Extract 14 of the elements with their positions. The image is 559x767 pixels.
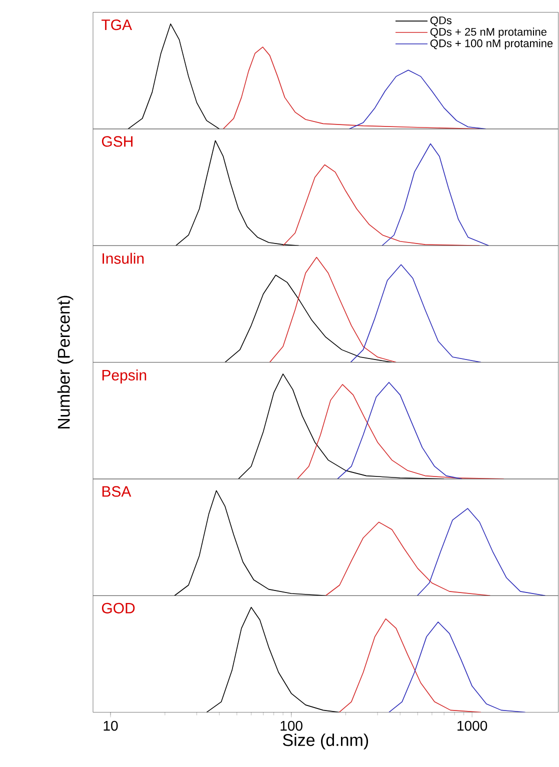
chart-title: GSH [102, 136, 132, 147]
chart-title: Pepsin [102, 369, 146, 384]
x-tick-label: 1000 [458, 720, 488, 731]
legend-label: QDs + 25 nM protamine [430, 28, 546, 38]
x-tick-label: 100 [280, 720, 302, 731]
chart-title: GOD [102, 602, 135, 614]
legend-label: QDs + 100 nM protamine [430, 39, 553, 50]
x-tick-label: 10 [104, 720, 118, 731]
x-axis-title: Size (d.nm) [282, 734, 368, 750]
y-axis-title: Number (Percent) [57, 296, 74, 428]
chart-title: TGA [102, 19, 132, 30]
legend-label: QDs [430, 16, 452, 26]
chart-title: BSA [102, 486, 132, 497]
chart-title: Insulin [102, 252, 144, 264]
